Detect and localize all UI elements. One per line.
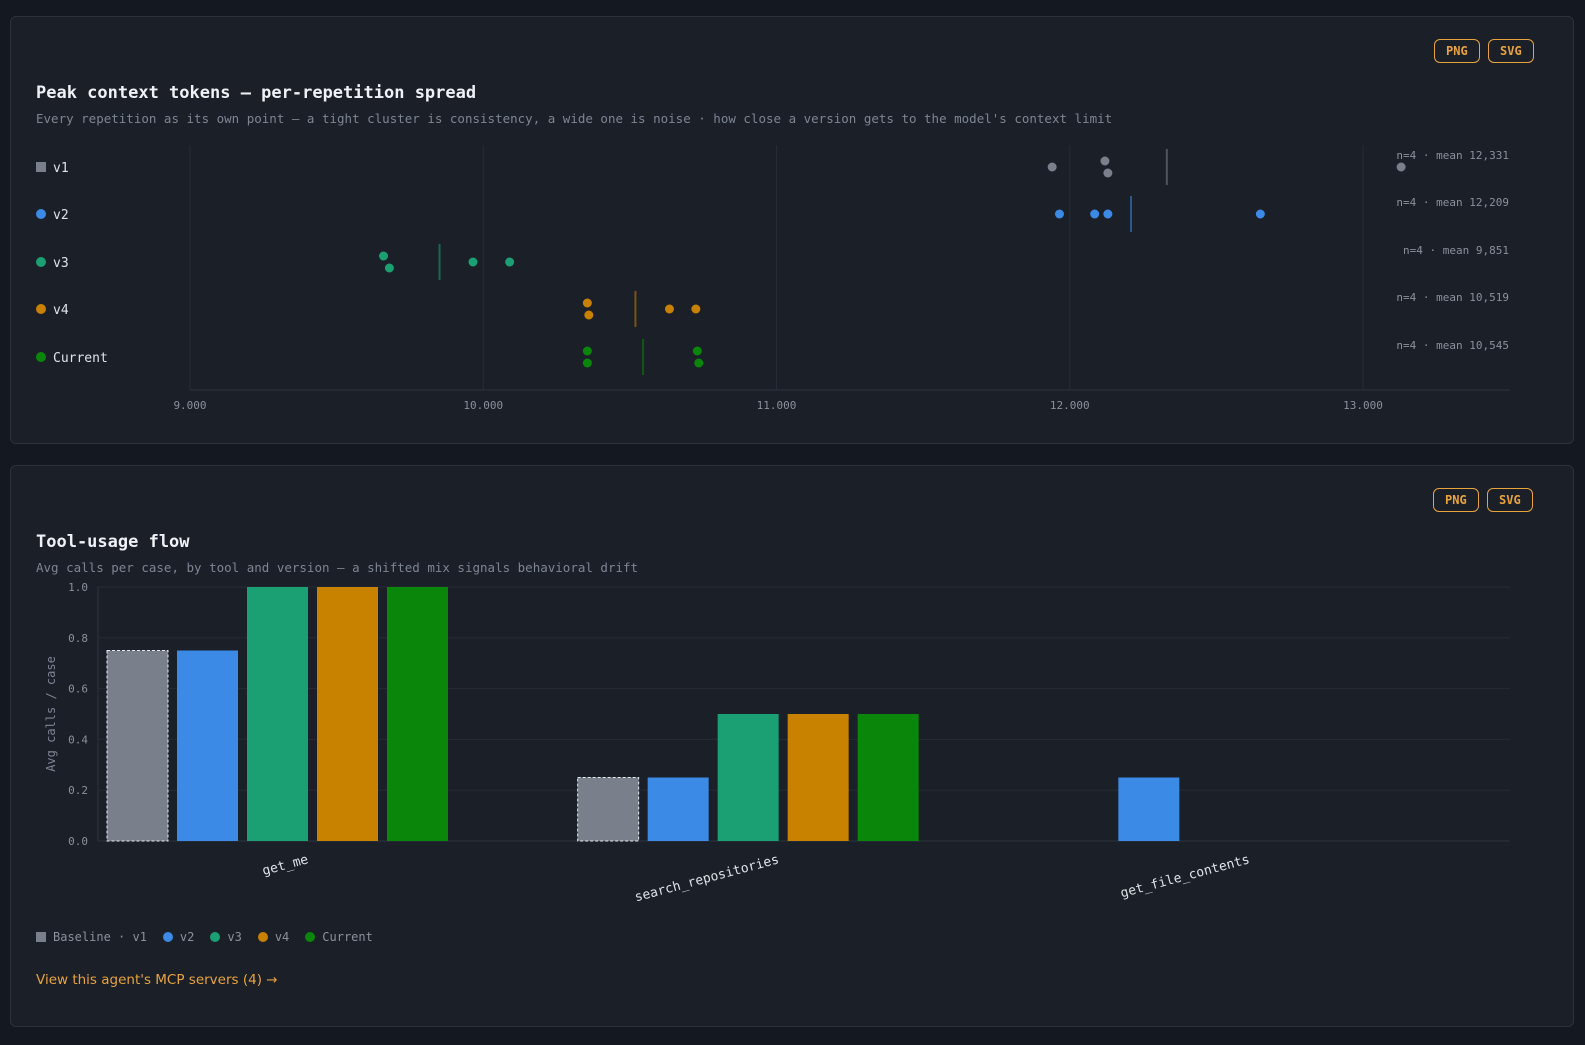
bar [247, 587, 308, 841]
data-point [692, 346, 702, 356]
tool-usage-card: PNG SVG Tool-usage flow Avg calls per ca… [10, 465, 1574, 1027]
legend-item: v4 [257, 930, 290, 944]
svg-export-button[interactable]: SVG [1487, 488, 1533, 512]
legend-swatch [210, 932, 221, 942]
y-tick-label: 0.0 [68, 835, 88, 848]
data-point [1054, 209, 1064, 219]
chart-legend: Baseline · v1 v2 v3 v4 Current [36, 930, 389, 944]
bar [577, 777, 640, 842]
bar [647, 777, 709, 841]
mcp-servers-link[interactable]: View this agent's MCP servers (4) → [36, 972, 278, 988]
y-tick-label: 0.6 [68, 683, 88, 696]
bar [857, 714, 919, 841]
data-point [1090, 209, 1100, 219]
y-axis-label: Avg calls / case [44, 656, 58, 772]
data-point [1103, 168, 1113, 178]
bar [177, 650, 238, 841]
legend-item: v2 [162, 930, 195, 944]
y-tick-label: 0.8 [68, 632, 88, 645]
row-marker [36, 257, 46, 267]
bar [387, 587, 448, 841]
data-point [691, 304, 701, 314]
row-marker [36, 162, 46, 172]
x-tick-label: 11.000 [757, 399, 797, 412]
legend-label: Baseline · v1 [53, 930, 147, 944]
png-export-button[interactable]: PNG [1433, 488, 1479, 512]
data-point [505, 257, 515, 267]
legend-item: Current [305, 930, 373, 944]
bar [717, 714, 779, 841]
data-point [468, 257, 478, 267]
png-export-button[interactable]: PNG [1434, 39, 1480, 63]
legend-item: v3 [210, 930, 242, 944]
row-annotation: n=4 · mean 12,331 [1396, 149, 1509, 162]
bar-chart: 0.0 0.2 0.4 0.6 0.8 1.0 Avg calls / case get_me… [44, 581, 1510, 905]
bar [787, 714, 849, 841]
legend-label: Current [322, 930, 373, 944]
data-point [582, 298, 592, 308]
scatter-chart: 9.000 10.000 11.000 12.000 13.000 v1 n=4 · mea… [36, 145, 1510, 412]
data-point [1255, 209, 1265, 219]
data-point [1047, 162, 1057, 172]
bar [317, 587, 378, 841]
x-tick-label: 10.000 [463, 399, 503, 412]
data-point [1103, 209, 1113, 219]
legend-label: v4 [274, 930, 290, 944]
row-label: v3 [53, 256, 69, 271]
row-marker [36, 352, 46, 362]
row-label: v2 [53, 208, 69, 223]
data-point [1100, 156, 1110, 166]
y-tick-label: 0.4 [68, 733, 88, 746]
bar [1118, 777, 1180, 841]
legend-swatch [305, 932, 316, 942]
row-annotation: n=4 · mean 9,851 [1403, 244, 1509, 257]
category-label: get_me [261, 852, 310, 879]
data-point [584, 310, 594, 320]
row-annotation: n=4 · mean 12,209 [1396, 196, 1509, 209]
x-tick-label: 9.000 [173, 399, 206, 412]
category-label: get_file_contents [1119, 852, 1251, 901]
data-point [694, 358, 704, 368]
legend-swatch [162, 932, 173, 942]
bar [106, 650, 169, 842]
chart-subtitle: Avg calls per case, by tool and version … [36, 560, 639, 575]
row-marker [36, 304, 46, 314]
legend-label: v2 [179, 930, 195, 944]
y-tick-label: 1.0 [68, 581, 88, 594]
chart-title: Peak context tokens — per-repetition spr… [36, 83, 477, 103]
data-point [582, 358, 592, 368]
data-point [664, 304, 674, 314]
legend-item: Baseline · v1 [36, 930, 147, 944]
data-point [384, 263, 394, 273]
y-tick-label: 0.2 [68, 784, 88, 797]
x-tick-label: 13.000 [1343, 399, 1383, 412]
legend-swatch [257, 932, 268, 942]
row-label: Current [53, 351, 108, 366]
category-label: search_repositories [633, 852, 781, 905]
row-annotation: n=4 · mean 10,519 [1396, 291, 1509, 304]
legend-label: v3 [227, 930, 242, 944]
chart-subtitle: Every repetition as its own point — a ti… [36, 111, 1113, 126]
svg-export-button[interactable]: SVG [1488, 39, 1534, 63]
peak-context-card: PNG SVG Peak context tokens — per-repeti… [10, 16, 1574, 444]
data-point [1396, 162, 1406, 172]
data-point [582, 346, 592, 356]
legend-swatch [36, 932, 46, 942]
row-label: v1 [53, 161, 69, 176]
row-marker [36, 209, 46, 219]
x-tick-label: 12.000 [1050, 399, 1090, 412]
row-annotation: n=4 · mean 10,545 [1396, 339, 1509, 352]
row-label: v4 [53, 303, 69, 318]
data-point [379, 251, 389, 261]
chart-title: Tool-usage flow [36, 532, 190, 552]
